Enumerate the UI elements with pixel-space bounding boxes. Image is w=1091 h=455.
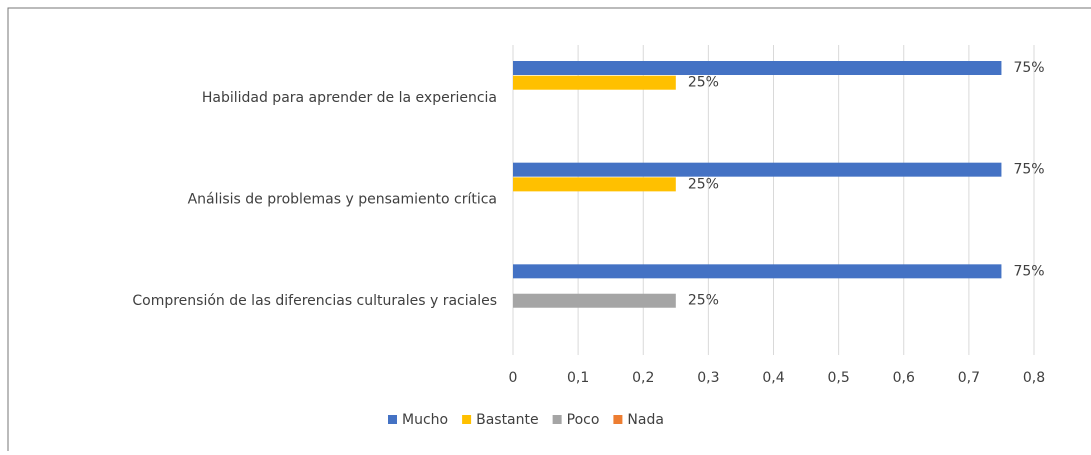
legend-label: Nada <box>627 412 664 428</box>
legend-swatch <box>388 415 397 424</box>
value-label: 75% <box>1013 263 1044 279</box>
bar <box>513 177 676 192</box>
x-tick-label: 0,3 <box>697 370 719 386</box>
value-label: 75% <box>1013 162 1044 178</box>
legend-label: Poco <box>567 412 600 428</box>
x-tick-label: 0,5 <box>827 370 849 386</box>
value-label: 75% <box>1013 60 1044 76</box>
value-label: 25% <box>688 176 719 192</box>
category-label: Análisis de problemas y pensamiento crít… <box>188 192 497 208</box>
legend-swatch <box>462 415 472 424</box>
bar <box>513 293 676 308</box>
bar <box>513 75 676 90</box>
x-tick-label: 0,4 <box>762 370 784 386</box>
legend-label: Mucho <box>402 412 448 428</box>
value-label: 25% <box>688 75 719 91</box>
category-label: Habilidad para aprender de la experienci… <box>202 90 497 106</box>
legend-label: Bastante <box>476 412 539 428</box>
value-label: 25% <box>688 293 719 309</box>
bar <box>513 162 1002 177</box>
chart-frame <box>7 7 1091 455</box>
x-tick-label: 0,6 <box>893 370 915 386</box>
bar <box>513 61 1002 75</box>
legend-swatch <box>552 415 562 424</box>
x-tick-label: 0,8 <box>1023 370 1045 386</box>
x-tick-label: 0,2 <box>632 370 654 386</box>
x-tick-label: 0,7 <box>958 370 980 386</box>
legend-swatch <box>613 415 623 424</box>
bar <box>513 264 1002 279</box>
x-tick-label: 0 <box>509 370 518 386</box>
category-label: Comprensión de las diferencias culturale… <box>132 293 497 309</box>
x-tick-label: 0,1 <box>567 370 589 386</box>
